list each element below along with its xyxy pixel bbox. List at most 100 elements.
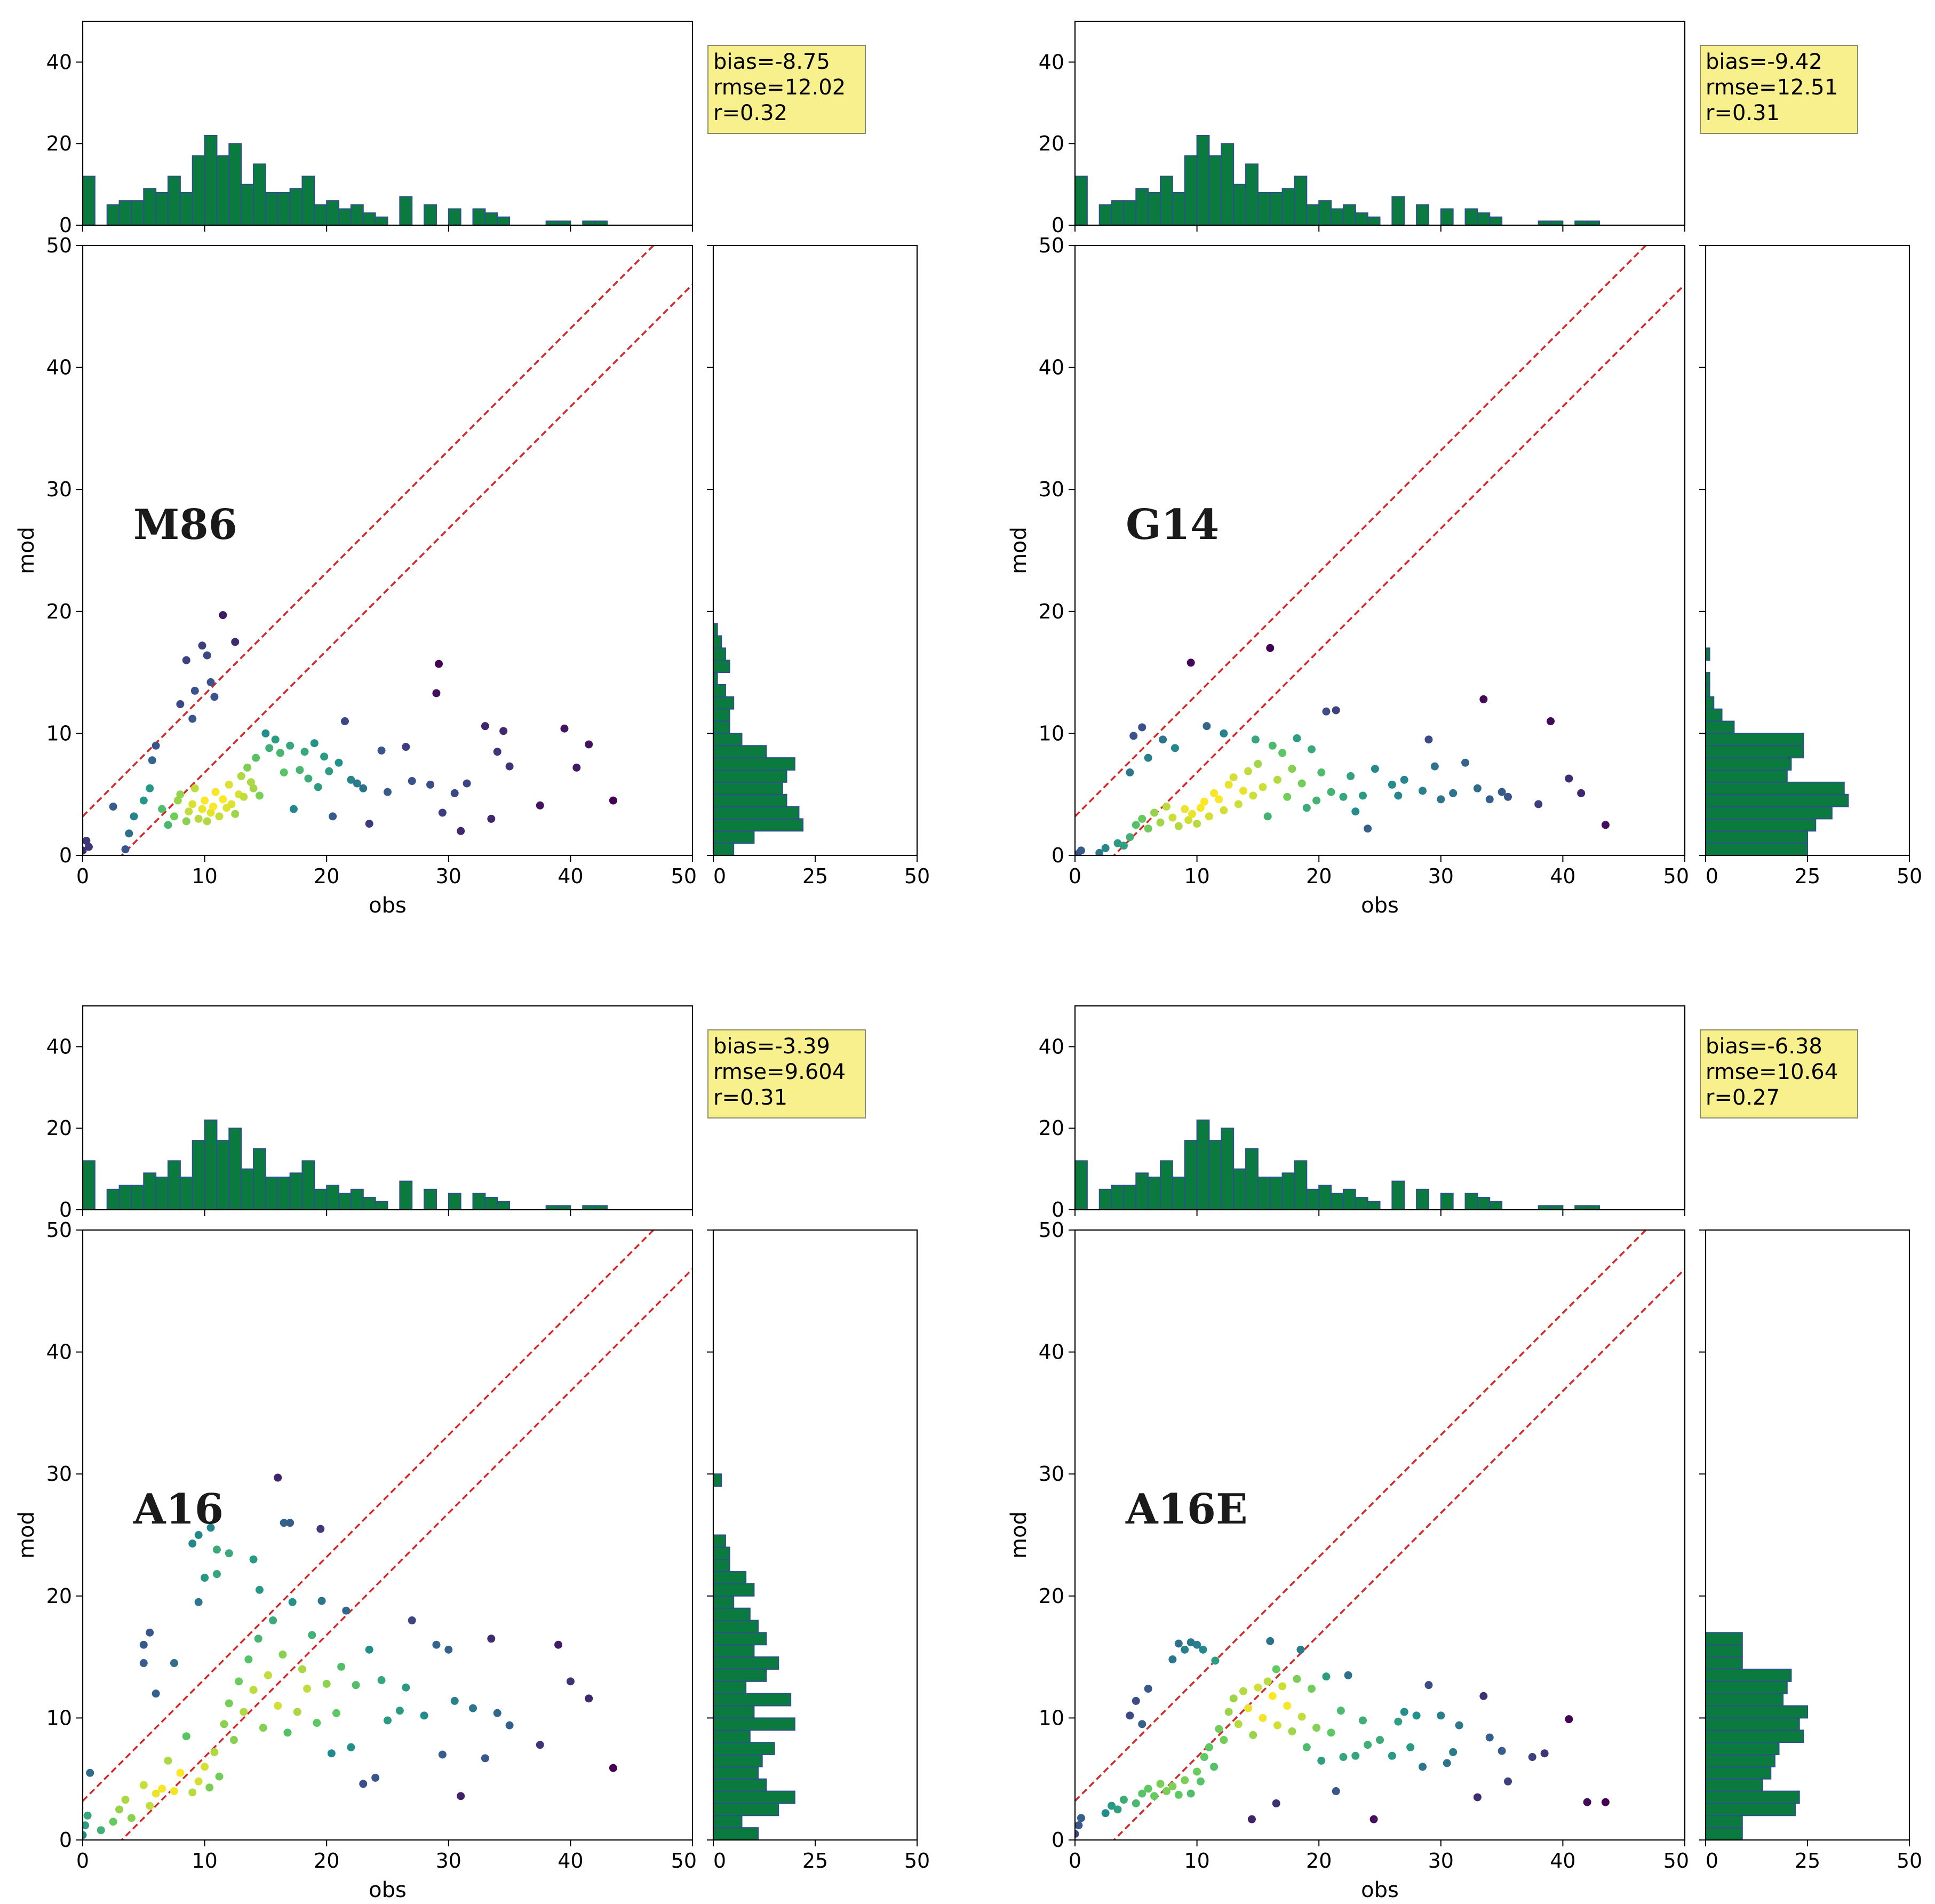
scatter-point	[176, 700, 185, 709]
scatter-point	[1193, 1640, 1201, 1649]
obs-hist-bar	[1074, 1160, 1088, 1211]
scatter-point	[1174, 1639, 1183, 1648]
obs-hist-bar	[1160, 1160, 1173, 1211]
mod-hist-bar	[1705, 1680, 1788, 1694]
scatter-point	[1224, 780, 1233, 789]
scatter-point	[1263, 812, 1272, 821]
scatter-point	[1419, 787, 1427, 795]
scatter-point	[170, 1787, 178, 1796]
scatter-point	[1461, 758, 1470, 767]
y-tick-label: 30	[46, 1462, 72, 1486]
scatter-point	[1193, 820, 1201, 828]
right-hist-tick-label: 25	[802, 1849, 828, 1873]
obs-hist-bar	[179, 1176, 193, 1211]
scatter-point	[152, 1689, 160, 1698]
scatter-point	[229, 1736, 238, 1744]
scatter-point	[274, 1702, 282, 1710]
scatter-point	[359, 1780, 368, 1788]
scatter-point	[327, 1749, 336, 1758]
mod-hist-bar	[1705, 1815, 1743, 1829]
main-axes-frame	[1074, 244, 1686, 856]
reference-line-0	[1075, 1230, 1647, 1802]
top-hist-frame	[1074, 1005, 1686, 1211]
scatter-point	[308, 1631, 316, 1639]
scatter-point	[212, 1570, 221, 1578]
scatter-point	[1394, 1717, 1403, 1726]
scatter-point	[450, 1696, 459, 1705]
scatter-point	[1132, 821, 1140, 829]
y-tick-label: 40	[46, 356, 72, 379]
stats-line: bias=-9.42	[1706, 50, 1822, 74]
mod-hist-bar	[713, 843, 735, 856]
stats-line: bias=-8.75	[713, 50, 830, 74]
scatter-point	[1168, 1782, 1177, 1790]
scatter-point	[298, 1665, 306, 1673]
obs-hist-bar	[1331, 208, 1344, 226]
obs-hist-bar	[1294, 1160, 1308, 1211]
scatter-point	[1419, 1763, 1427, 1771]
scatter-point	[353, 779, 361, 788]
obs-hist-bar	[497, 216, 511, 226]
scatter-point	[1254, 760, 1262, 768]
x-tick-label: 40	[558, 1849, 583, 1873]
obs-hist-bar	[314, 204, 328, 226]
mod-hist-bar	[1705, 1668, 1792, 1682]
mod-hist-bar	[1705, 1778, 1763, 1792]
obs-hist-bar	[1098, 1188, 1112, 1210]
scatter-point	[1205, 1743, 1213, 1751]
y-tick-label: 50	[1039, 234, 1064, 257]
obs-hist-bar	[350, 1188, 364, 1210]
y-tick-label: 10	[46, 1706, 72, 1730]
mod-hist-bar	[713, 660, 730, 673]
scatter-point	[289, 805, 298, 813]
scatter-point	[408, 777, 416, 786]
scatter-point	[1184, 816, 1193, 824]
x-tick-label: 30	[1428, 1849, 1454, 1873]
obs-hist-bar	[484, 212, 498, 226]
y-axis-label: mod	[14, 527, 39, 574]
scatter-point	[1200, 1753, 1208, 1762]
obs-hist-bar	[1331, 1193, 1344, 1211]
scatter-point	[188, 800, 197, 808]
obs-hist-bar	[1196, 1119, 1210, 1210]
mod-hist-bar	[713, 647, 726, 661]
scatter-point	[211, 788, 220, 796]
obs-hist-bar	[338, 1193, 352, 1211]
scatter-point	[1108, 1802, 1116, 1810]
obs-hist-bar	[1184, 155, 1198, 226]
mod-hist-bar	[713, 818, 804, 832]
y-tick-label: 0	[59, 1828, 72, 1852]
obs-hist-bar	[82, 176, 95, 226]
scatter-point	[1126, 1711, 1134, 1720]
scatter-point	[220, 1720, 228, 1728]
mod-hist-bar	[713, 1559, 730, 1573]
scatter-point	[1339, 792, 1348, 801]
scatter-point	[493, 748, 501, 756]
x-tick-label: 50	[671, 864, 697, 888]
scatter-point	[1273, 775, 1281, 784]
mod-hist-bar	[713, 1583, 755, 1597]
reference-line-1	[1112, 283, 1685, 855]
obs-hist-bar	[143, 1172, 157, 1210]
x-tick-label: 30	[436, 864, 461, 888]
scatter-point	[337, 1662, 346, 1671]
obs-hist-bar	[1477, 1197, 1491, 1210]
scatter-point	[1577, 789, 1586, 797]
scatter-point	[1162, 803, 1170, 811]
scatter-point	[481, 1754, 489, 1763]
scatter-point	[1268, 741, 1277, 750]
x-tick-label: 20	[1306, 864, 1332, 888]
obs-hist-bar	[326, 200, 340, 226]
scatter-point	[255, 791, 264, 800]
obs-hist-bar	[448, 208, 461, 226]
scatter-point	[170, 812, 178, 821]
scatter-point	[317, 1597, 326, 1605]
scatter-point	[1498, 788, 1506, 796]
scatter-point	[240, 1708, 248, 1716]
scatter-point	[1273, 1721, 1281, 1730]
obs-hist-bar	[289, 188, 303, 226]
scatter-point	[1473, 784, 1482, 792]
scatter-point	[227, 800, 236, 808]
obs-hist-bar	[289, 1172, 303, 1210]
